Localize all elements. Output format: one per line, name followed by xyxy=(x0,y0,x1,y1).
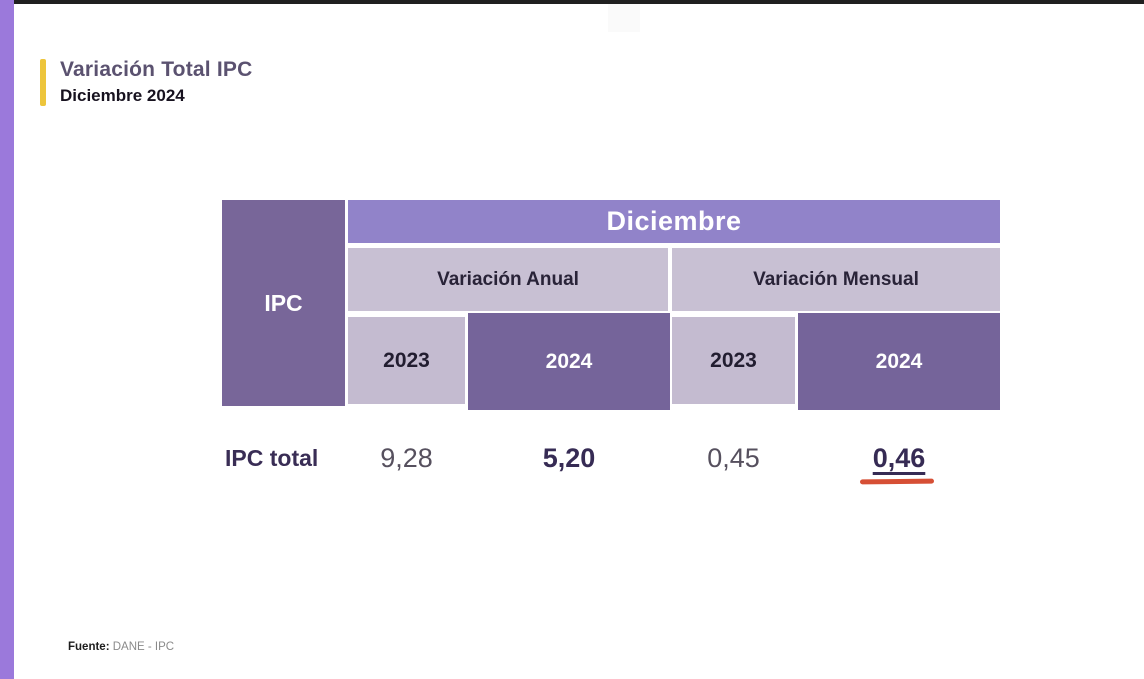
page-subtitle: Diciembre 2024 xyxy=(60,86,185,105)
table-year-header-anual-2024: 2024 xyxy=(468,313,670,410)
table-row-label: IPC total xyxy=(225,445,319,471)
left-edge-bar xyxy=(0,0,14,679)
value-anual-2024: 5,20 xyxy=(542,443,596,473)
top-center-artifact xyxy=(608,4,640,32)
table-year-header-mensual-2024: 2024 xyxy=(798,313,1000,410)
table-year-header-anual-2023: 2023 xyxy=(348,317,465,404)
page-title: Variación Total IPC xyxy=(60,58,253,81)
value-mensual-2023: 0,45 xyxy=(707,443,760,473)
top-border-strip xyxy=(0,0,1144,4)
table-month-header: Diciembre xyxy=(348,200,1000,243)
table-corner-cell-ipc: IPC xyxy=(222,200,345,406)
table-year-header-mensual-2023: 2023 xyxy=(672,317,795,404)
source-label: Fuente: xyxy=(68,641,110,653)
source-note: Fuente: DANE - IPC xyxy=(68,641,174,653)
table-group-header-anual: Variación Anual xyxy=(348,248,668,311)
value-mensual-2024-highlighted: 0,46 xyxy=(872,443,926,473)
title-accent-bar xyxy=(40,59,46,106)
source-value: DANE - IPC xyxy=(112,641,175,653)
value-anual-2023: 9,28 xyxy=(380,443,433,473)
table-group-header-mensual: Variación Mensual xyxy=(672,248,1000,311)
highlight-underline-mark xyxy=(859,478,935,485)
